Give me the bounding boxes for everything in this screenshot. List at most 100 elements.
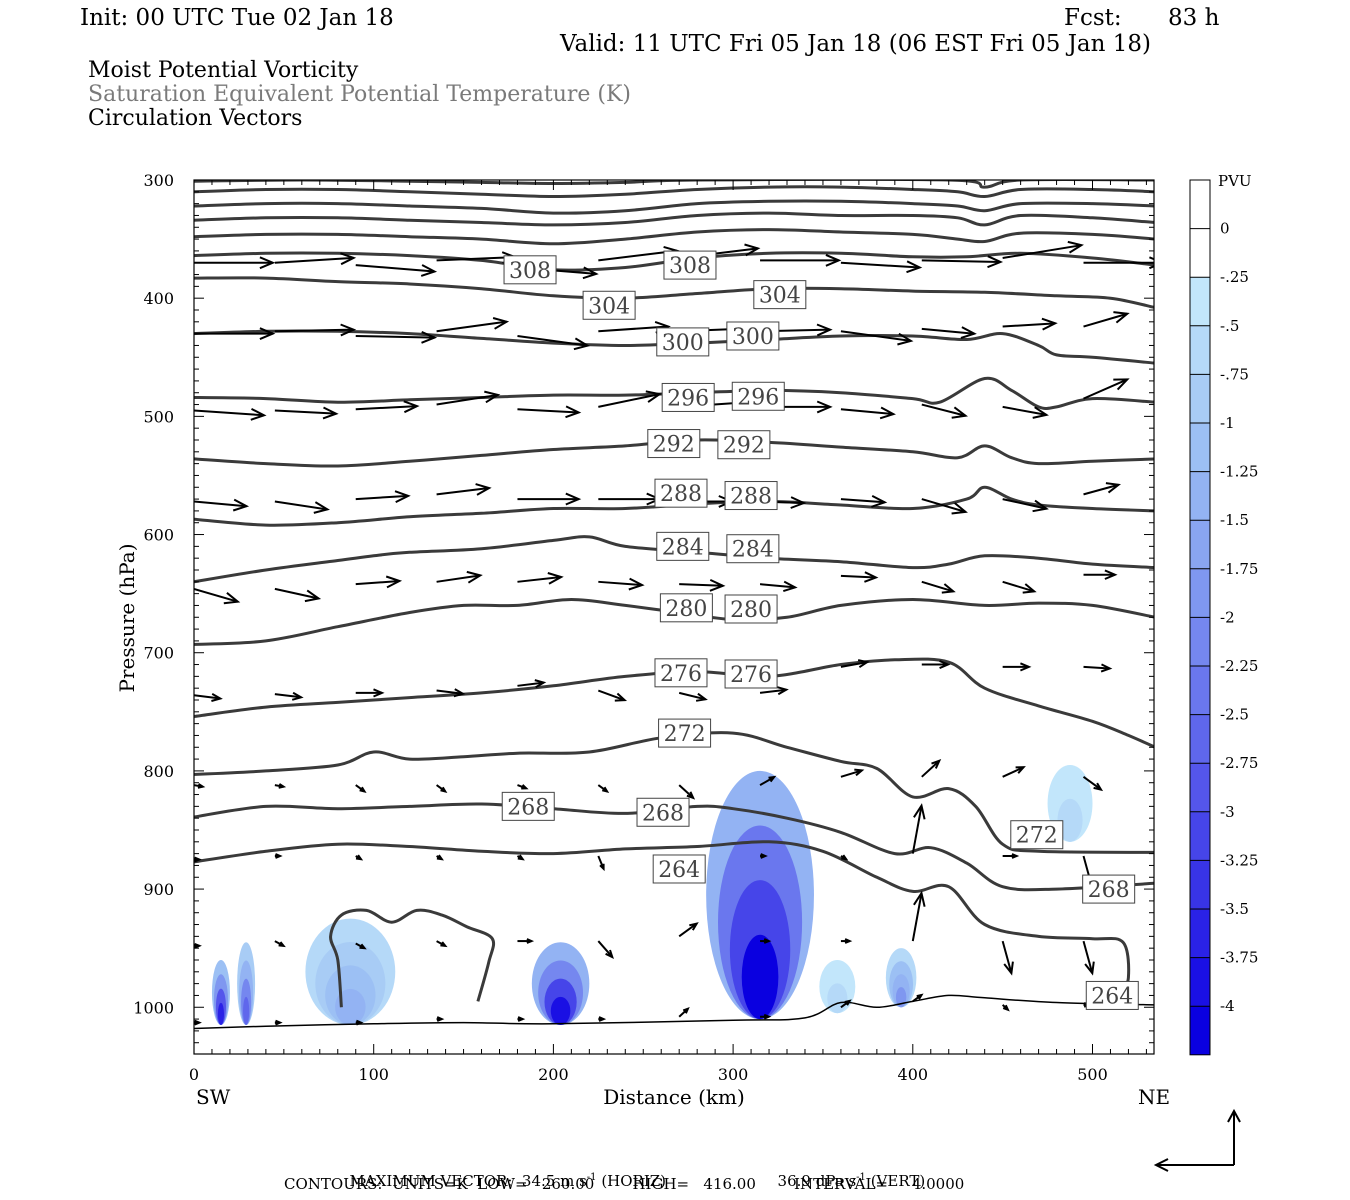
colorbar-swatch-17 (1190, 1006, 1210, 1055)
vector-16 (517, 335, 588, 347)
contour-label-box-276-1 (724, 659, 778, 689)
y-tick-label-600: 600 (143, 526, 174, 545)
vector-head-76 (521, 784, 529, 790)
vector-head-65 (614, 692, 628, 702)
colorbar-label-0: 0 (1220, 220, 1230, 238)
vector-38 (355, 494, 409, 501)
vector-93 (911, 805, 923, 854)
colorbar-swatch-13 (1190, 811, 1210, 861)
vector-65 (597, 689, 625, 702)
vector-60 (194, 694, 221, 700)
max-vector-text: MAXIMUM VECTOR: 34.5 m s (349, 1172, 587, 1190)
vector-20 (840, 330, 912, 342)
contour-312 (194, 228, 1154, 246)
colorbar-swatch-7 (1190, 520, 1210, 569)
vector-head-9 (987, 255, 1004, 269)
max-vector-horiz: MAXIMUM VECTOR: 34.5 m s-1 (HORIZ) (340, 1158, 667, 1190)
contour-label-box-284-1 (726, 534, 780, 564)
colorbar-label-5: -1.25 (1220, 463, 1258, 481)
vector-34 (1002, 405, 1047, 416)
contour-label-268-1: 268 (642, 801, 684, 826)
contour-label-box-292-0 (647, 429, 701, 459)
vector-3 (436, 256, 516, 262)
x-tick-label-400: 400 (898, 1065, 929, 1084)
contour-label-308-0: 308 (509, 259, 551, 284)
colorbar-label-10: -2.5 (1220, 706, 1249, 724)
colorbar-swatch-14 (1190, 860, 1210, 909)
closed-contour (329, 908, 496, 1008)
colorbar-swatch-9 (1190, 617, 1210, 666)
colorbar-swatch-10 (1190, 666, 1210, 715)
vector-head-103 (763, 938, 772, 944)
contour-316 (194, 211, 1154, 227)
vector-head-74 (359, 786, 367, 794)
vector-head-31 (816, 400, 833, 414)
vector-head-93 (913, 803, 926, 820)
vector-head-99 (440, 941, 448, 948)
horiz-tag: (HORIZ) (601, 1172, 667, 1190)
vector-83 (1082, 776, 1102, 791)
field-title-theta-es: Saturation Equivalent Potential Temperat… (88, 82, 631, 107)
contour-label-box-288-1 (724, 481, 778, 511)
contour-label-280-0: 280 (665, 597, 707, 622)
vector-head-101 (605, 949, 614, 960)
vector-57 (921, 580, 954, 593)
vector-10 (1002, 244, 1082, 259)
colorbar-label-9: -2.25 (1220, 657, 1258, 675)
colorbar-swatch-11 (1190, 714, 1210, 764)
vector-head-67 (777, 686, 789, 696)
vector-head-50 (385, 575, 403, 589)
vector-head-47 (1105, 482, 1121, 494)
vector-head-23 (1113, 311, 1130, 324)
vector-63 (436, 689, 463, 695)
contour-label-272-1: 272 (1016, 824, 1058, 849)
vector-head-34 (1032, 406, 1049, 419)
vector-head-86 (355, 854, 364, 861)
mpv-region-6-layer-3 (895, 987, 907, 1008)
vector-head-60 (211, 693, 223, 702)
colorbar-title: PVU (1218, 172, 1252, 190)
horiz-unit-exponent: -1 (586, 1172, 597, 1183)
vector-head-19 (816, 323, 833, 337)
contour-label-264-1: 264 (1091, 984, 1133, 1009)
vector-head-62 (373, 688, 385, 698)
colorbar-swatch-1 (1190, 228, 1210, 278)
contour-264 (194, 840, 1131, 997)
vector-head-7 (825, 253, 842, 267)
vector-head-78 (686, 791, 696, 800)
vector-head-73 (278, 783, 287, 789)
vector-head-58 (1022, 583, 1037, 594)
vector-35 (1083, 378, 1128, 400)
contour-label-296-1: 296 (737, 385, 779, 410)
vector-head-15 (492, 317, 510, 330)
x-right-label: NE (1138, 1085, 1170, 1109)
contour-label-268-0: 268 (507, 795, 549, 820)
vector-head-64 (534, 679, 547, 689)
vector-32 (840, 408, 894, 416)
vector-head-85 (275, 853, 283, 859)
contour-label-304-1: 304 (759, 284, 801, 309)
vector-8 (840, 261, 920, 269)
colorbar-label-6: -1.5 (1220, 511, 1249, 529)
vector-head-79 (768, 775, 777, 783)
vector-23 (1083, 312, 1128, 328)
contour-label-280-1: 280 (730, 598, 772, 623)
colorbar-label-11: -2.75 (1220, 754, 1258, 772)
vector-head-75 (440, 786, 448, 794)
vector-21 (921, 327, 975, 335)
y-axis-title: Pressure (hPa) (115, 544, 139, 693)
vert-tag: (VERT) (870, 1172, 926, 1190)
contour-328 (194, 180, 1154, 189)
vector-head-98 (359, 943, 367, 950)
contour-label-box-300-0 (656, 327, 710, 357)
contour-label-284-1: 284 (732, 538, 774, 563)
vector-54 (679, 583, 723, 587)
vector-14 (355, 334, 435, 339)
vector-head-6 (744, 243, 761, 257)
vector-22 (1002, 322, 1056, 328)
vector-head-118 (1002, 1004, 1010, 1012)
vector-61 (274, 693, 302, 699)
vector-head-106 (1003, 961, 1014, 976)
vector-13 (274, 328, 354, 333)
